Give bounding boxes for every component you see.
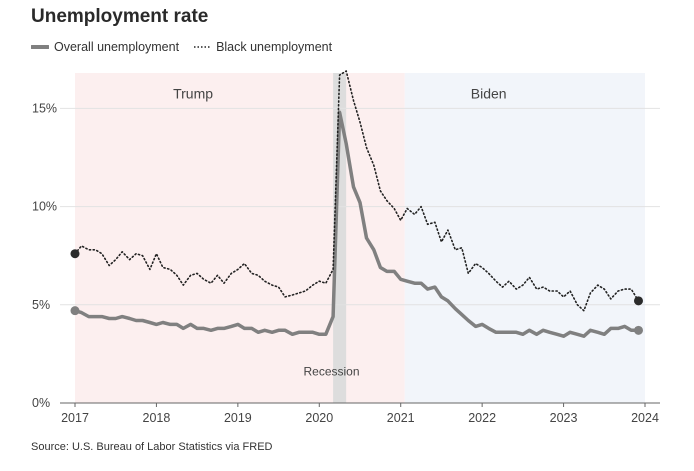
series-line-overall [73, 110, 641, 338]
annotation-trump: Trump [173, 86, 213, 102]
end-point-overall [633, 325, 643, 335]
legend-item-overall: Overall unemployment [31, 40, 179, 54]
y-tick-label: 10% [32, 200, 57, 214]
annotation-biden: Biden [471, 86, 507, 102]
legend-swatch-solid [31, 45, 49, 49]
x-tick-label: 2022 [468, 411, 496, 425]
y-tick-label: 15% [32, 101, 57, 115]
x-tick-label: 2019 [224, 411, 252, 425]
x-tick-label: 2018 [143, 411, 171, 425]
shaded-region-biden [404, 73, 645, 403]
x-tick-label: 2023 [550, 411, 578, 425]
legend-label-overall: Overall unemployment [54, 40, 180, 54]
chart-title: Unemployment rate [31, 6, 209, 27]
start-point-overall [70, 306, 80, 316]
source-note: Source: U.S. Bureau of Labor Statistics … [31, 441, 273, 453]
x-tick-label: 2024 [631, 411, 659, 425]
series-line-black [74, 70, 640, 312]
start-point-black [70, 249, 80, 259]
shaded-region-trump [75, 73, 405, 403]
x-tick-label: 2020 [305, 411, 333, 425]
end-point-black [633, 296, 643, 306]
x-tick-label: 2017 [61, 411, 89, 425]
legend-item-black: Black unemployment [193, 40, 332, 54]
annotation-recession: Recession [303, 365, 359, 379]
y-tick-label: 0% [32, 396, 50, 410]
legend-label-black: Black unemployment [216, 40, 333, 54]
y-tick-label: 5% [32, 298, 50, 312]
x-tick-label: 2021 [387, 411, 415, 425]
legend-swatch-dotted [194, 46, 211, 48]
chart-legend: Overall unemployment Black unemployment [31, 40, 346, 54]
